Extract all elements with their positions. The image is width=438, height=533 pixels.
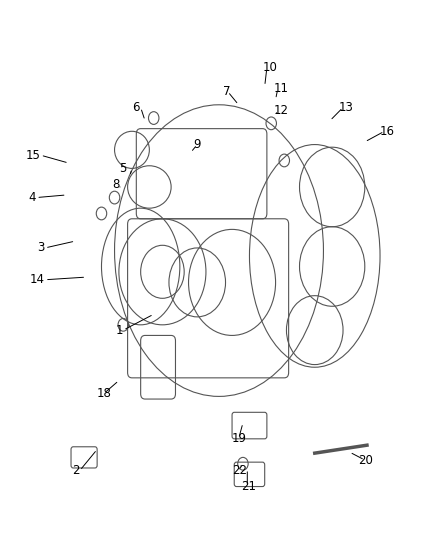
- Text: 2: 2: [72, 464, 80, 477]
- Text: 5: 5: [119, 162, 126, 175]
- Text: 1: 1: [116, 324, 123, 337]
- Text: 13: 13: [339, 101, 353, 114]
- Text: 4: 4: [29, 191, 36, 204]
- Text: 19: 19: [232, 432, 247, 446]
- Text: 12: 12: [273, 103, 288, 117]
- Text: 6: 6: [132, 101, 139, 114]
- Text: 10: 10: [262, 61, 277, 74]
- Text: 21: 21: [241, 480, 256, 493]
- Text: 9: 9: [193, 138, 201, 151]
- Text: 22: 22: [232, 464, 247, 477]
- Text: 18: 18: [97, 387, 112, 400]
- Text: 14: 14: [30, 273, 45, 286]
- Text: 8: 8: [113, 178, 120, 191]
- Text: 3: 3: [38, 241, 45, 254]
- Text: 16: 16: [380, 125, 395, 138]
- Text: 20: 20: [358, 454, 373, 466]
- Text: 11: 11: [273, 83, 288, 95]
- Text: 7: 7: [223, 85, 231, 98]
- Text: 15: 15: [26, 149, 41, 161]
